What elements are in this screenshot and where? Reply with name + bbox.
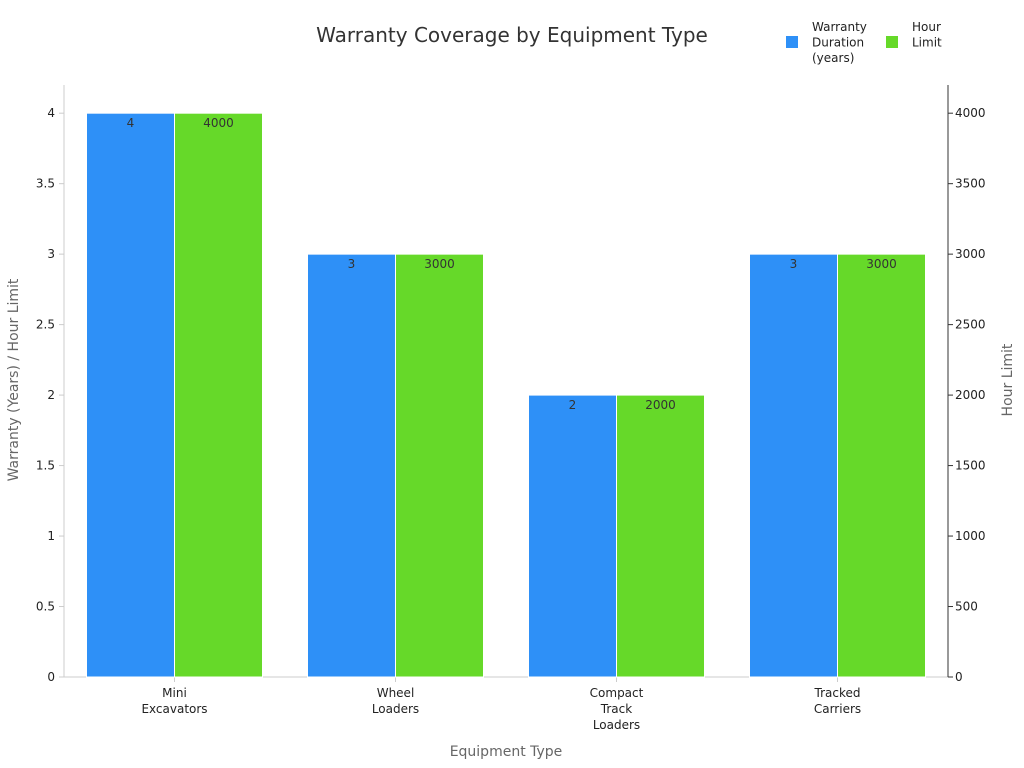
data-label: 2 [569,398,577,412]
y-tick-label-right: 0 [955,670,963,684]
y-axis-title-right: Hour Limit [1000,343,1016,416]
y-tick-label-right: 3000 [955,247,986,261]
legend-label: Hour Limit [912,20,942,50]
x-tick-label: Mini Excavators [141,686,207,716]
bar [528,394,617,678]
data-label: 4000 [203,116,234,130]
data-labels: 4 4000 3 3000 2 2000 3 3000 [127,116,897,412]
y-tick-label-left: 0 [47,670,55,684]
bar [395,253,484,678]
bar [86,112,175,678]
x-tick-label: Wheel Loaders [372,686,419,716]
data-label: 3000 [866,257,897,271]
x-tick-label: Compact Track Loaders [590,686,644,732]
y-tick-label-left: 1 [47,529,55,543]
y-tick-label-right: 1500 [955,459,986,473]
y-axis-title-left: Warranty (Years) / Hour Limit [6,278,22,481]
y-tick-label-right: 4000 [955,106,986,120]
y-tick-label-left: 2 [47,388,55,402]
y-tick-label-left: 2.5 [36,318,55,332]
bar [837,253,926,678]
y-tick-label-right: 2000 [955,388,986,402]
axes: 0 0.5 1 1.5 2 2.5 3 3.5 4 0 500 1000 1500 2000 2500 300… [36,85,986,732]
bar [749,253,838,678]
data-label: 3 [790,257,798,271]
y-tick-label-right: 500 [955,600,978,614]
y-tick-label-left: 3.5 [36,177,55,191]
legend-label: Warranty Duration (years) [812,20,867,65]
legend-swatch [786,36,798,48]
bar [307,253,396,678]
legend: Warranty Duration (years) Hour Limit [786,20,942,65]
y-tick-label-left: 4 [47,106,55,120]
y-tick-label-right: 3500 [955,177,986,191]
bars [86,112,926,678]
y-tick-label-right: 2500 [955,318,986,332]
y-tick-label-right: 1000 [955,529,986,543]
y-tick-label-left: 1.5 [36,459,55,473]
chart-title: Warranty Coverage by Equipment Type [316,23,708,47]
y-tick-label-left: 3 [47,247,55,261]
bar [174,112,263,678]
data-label: 2000 [645,398,676,412]
data-label: 4 [127,116,135,130]
y-tick-label-left: 0.5 [36,600,55,614]
bar [616,394,705,678]
x-axis-title: Equipment Type [450,744,563,760]
data-label: 3 [348,257,356,271]
legend-swatch [886,36,898,48]
data-label: 3000 [424,257,455,271]
x-tick-label: Tracked Carriers [814,686,862,716]
